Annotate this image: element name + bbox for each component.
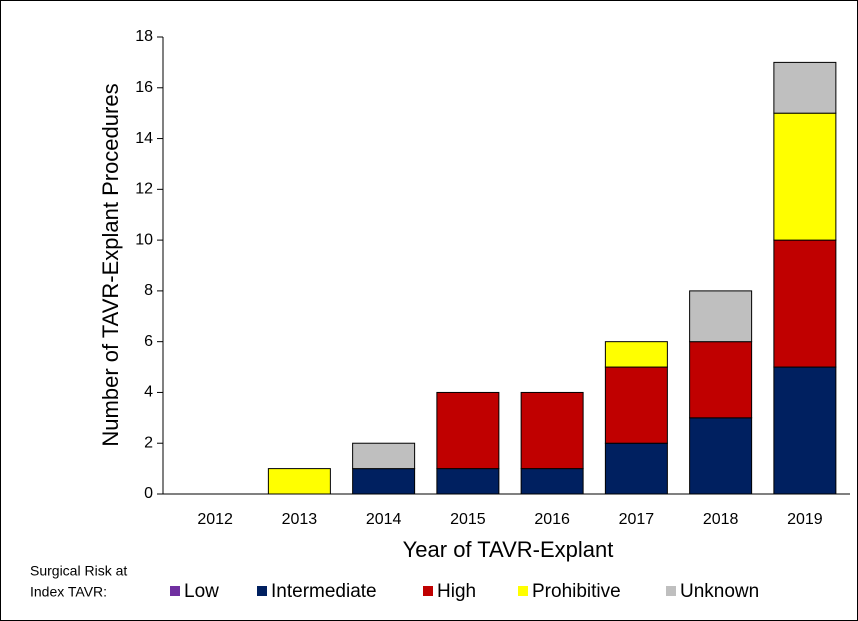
y-tick-label: 8 <box>144 282 153 299</box>
legend-label: Intermediate <box>271 581 377 602</box>
legend-swatch <box>666 586 676 596</box>
bar-segment <box>689 290 753 343</box>
bar-segment <box>436 468 500 495</box>
legend-title: Surgical Risk at <box>30 563 127 579</box>
bar-segment <box>689 341 753 419</box>
y-tick-label: 4 <box>144 384 153 401</box>
bar-segment <box>773 112 837 241</box>
legend-swatch <box>518 586 528 596</box>
bar-segment <box>604 366 668 444</box>
legend-swatch <box>423 586 433 596</box>
bar-segment <box>436 391 500 470</box>
y-tick-label: 10 <box>135 231 153 248</box>
x-tick-label: 2016 <box>534 511 570 528</box>
x-tick-label: 2018 <box>703 511 739 528</box>
x-tick-label: 2019 <box>787 511 823 528</box>
legend-swatch <box>257 586 267 596</box>
x-tick-label: 2017 <box>619 511 655 528</box>
y-tick-label: 18 <box>135 28 153 45</box>
legend-label: Prohibitive <box>532 581 621 602</box>
bar-segment <box>267 468 331 495</box>
bar-segment <box>520 468 584 495</box>
y-tick-label: 6 <box>144 333 153 350</box>
legend-title: Index TAVR: <box>30 584 107 600</box>
bar-segment <box>773 239 837 368</box>
y-tick-label: 14 <box>135 130 153 147</box>
x-tick-label: 2012 <box>197 511 233 528</box>
legend-swatch <box>170 586 180 596</box>
bar-segment <box>689 417 753 495</box>
bar-segment <box>604 341 668 368</box>
bar-segment <box>352 442 416 470</box>
y-tick-label: 2 <box>144 434 153 451</box>
x-axis-label: Year of TAVR-Explant <box>403 537 614 562</box>
x-tick-label: 2015 <box>450 511 486 528</box>
y-tick-label: 0 <box>144 485 153 502</box>
legend-label: Unknown <box>680 581 759 602</box>
bar-segment <box>604 442 668 495</box>
bar-segment <box>773 366 837 495</box>
y-tick-label: 16 <box>135 79 153 96</box>
legend-label: Low <box>184 581 219 602</box>
x-tick-label: 2013 <box>282 511 318 528</box>
bar-segment <box>352 468 416 495</box>
y-tick-label: 12 <box>135 181 153 198</box>
bar-segment <box>520 391 584 470</box>
bar-segment <box>773 61 837 114</box>
legend-label: High <box>437 581 476 602</box>
x-tick-label: 2014 <box>366 511 402 528</box>
y-axis-label: Number of TAVR-Explant Procedures <box>98 83 123 446</box>
